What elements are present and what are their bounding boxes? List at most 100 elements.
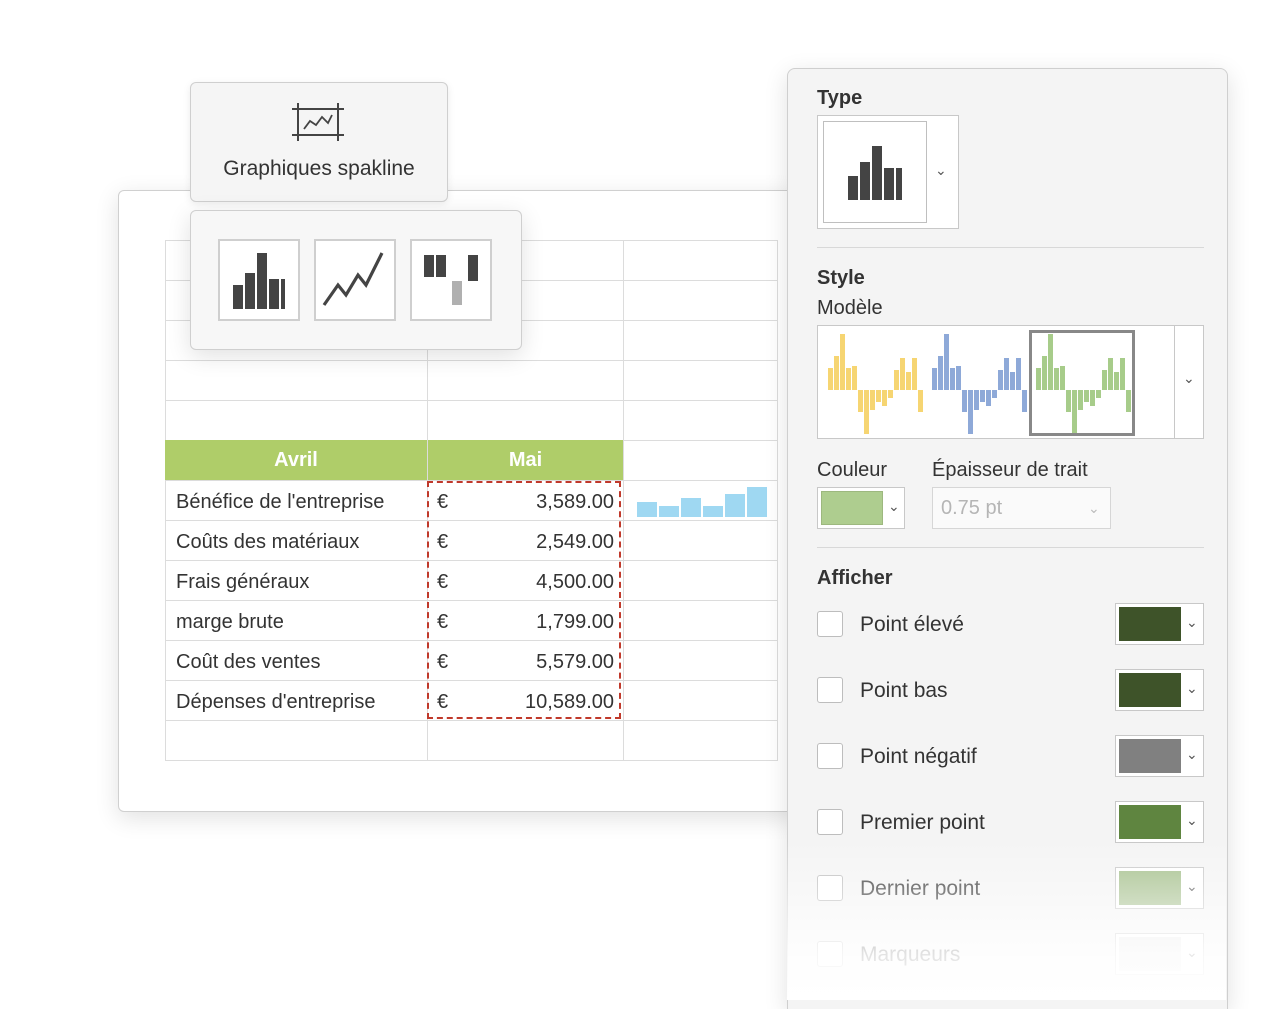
option-label: Point négatif <box>860 745 977 768</box>
template-bar <box>992 390 997 398</box>
template-bar <box>1054 368 1059 390</box>
color-picker[interactable]: ⌄ <box>817 487 905 529</box>
chevron-down-icon: ⌄ <box>935 162 947 178</box>
option-first-point: Premier point ⌄ <box>817 801 1204 845</box>
template-bar <box>938 356 943 390</box>
template-bar <box>846 368 851 390</box>
negative-point-checkbox[interactable] <box>817 743 843 769</box>
panel-fade-overlay <box>787 840 1226 1000</box>
high-point-color-picker[interactable]: ⌄ <box>1115 603 1204 645</box>
selected-template[interactable] <box>1029 330 1135 436</box>
template-bar <box>840 334 845 390</box>
template-bar <box>1060 366 1065 390</box>
currency-symbol: € <box>437 651 449 673</box>
amount-cell: 2,549.00 <box>536 531 614 553</box>
template-bar <box>858 390 863 412</box>
row-label: Coûts des matériaux <box>176 531 360 553</box>
template-bar <box>932 368 937 390</box>
sparkline-bar <box>725 494 745 517</box>
template-bar <box>998 370 1003 390</box>
template-bar <box>974 390 979 410</box>
amount-cell: 4,500.00 <box>536 571 614 593</box>
template-bar <box>1090 390 1095 406</box>
sparkline-bar <box>637 502 657 517</box>
template-bar <box>864 390 869 434</box>
sparkline-cell[interactable] <box>637 485 772 517</box>
template-bar <box>1072 390 1077 434</box>
template-label: Modèle <box>817 297 883 319</box>
option-high-point: Point élevé ⌄ <box>817 603 1204 647</box>
color-label: Couleur <box>817 459 888 481</box>
header-cell-may[interactable]: Mai <box>428 440 623 480</box>
template-bar <box>906 372 911 390</box>
style-section-title: Style <box>817 267 865 289</box>
chevron-down-icon: ⌄ <box>1186 812 1198 828</box>
currency-symbol: € <box>437 531 449 553</box>
template-bar <box>1066 390 1071 412</box>
row-label: Coût des ventes <box>176 651 321 673</box>
chevron-down-icon: ⌄ <box>888 498 900 514</box>
template-bar <box>1036 368 1041 390</box>
row-label: marge brute <box>176 611 284 633</box>
template-bar <box>980 390 985 402</box>
cell-selection-range[interactable] <box>427 481 621 719</box>
template-bar <box>1078 390 1083 410</box>
sparkline-ribbon-button[interactable]: Graphiques spakline <box>190 82 448 202</box>
line-type-button[interactable] <box>314 239 396 321</box>
sparkline-bar <box>681 498 701 517</box>
show-section-title: Afficher <box>817 567 893 589</box>
template-bar <box>828 368 833 390</box>
line-width-dropdown[interactable]: 0.75 pt ⌄ <box>932 487 1111 529</box>
sparkline-bar <box>747 487 767 517</box>
chevron-down-icon: ⌄ <box>1186 746 1198 762</box>
option-label: Point bas <box>860 679 948 702</box>
win-loss-type-button[interactable] <box>410 239 492 321</box>
template-bar <box>900 358 905 390</box>
sparkline-bar <box>659 506 679 517</box>
template-bar <box>1016 358 1021 390</box>
option-low-point: Point bas ⌄ <box>817 669 1204 713</box>
template-bar <box>870 390 875 410</box>
amount-cell: 5,579.00 <box>536 651 614 673</box>
currency-symbol: € <box>437 491 449 513</box>
template-bar <box>918 390 923 412</box>
ribbon-label: Graphiques spakline <box>223 157 415 180</box>
template-bar <box>1004 358 1009 390</box>
high-point-checkbox[interactable] <box>817 611 843 637</box>
template-bar <box>1042 356 1047 390</box>
template-bar <box>882 390 887 406</box>
first-point-color-picker[interactable]: ⌄ <box>1115 801 1204 843</box>
template-bar <box>1126 390 1131 412</box>
sparkline-icon <box>292 103 344 148</box>
template-bar <box>956 366 961 390</box>
chevron-down-icon: ⌄ <box>1088 500 1100 516</box>
template-bar <box>950 368 955 390</box>
column-type-button[interactable] <box>218 239 300 321</box>
low-point-checkbox[interactable] <box>817 677 843 703</box>
template-bar <box>986 390 991 406</box>
currency-symbol: € <box>437 611 449 633</box>
template-bar <box>888 390 893 398</box>
low-point-color-picker[interactable]: ⌄ <box>1115 669 1204 711</box>
template-bar <box>1120 358 1125 390</box>
template-bar <box>834 356 839 390</box>
header-cell-april[interactable]: Avril <box>165 440 427 480</box>
first-point-checkbox[interactable] <box>817 809 843 835</box>
template-bar <box>852 366 857 390</box>
row-label: Dépenses d'entreprise <box>176 691 376 713</box>
template-previews <box>828 334 1131 434</box>
amount-cell: 3,589.00 <box>536 491 614 513</box>
option-label: Point élevé <box>860 613 964 636</box>
template-bar <box>944 334 949 390</box>
line-width-value: 0.75 pt <box>941 497 1003 519</box>
type-dropdown[interactable]: ⌄ <box>817 115 959 229</box>
amount-cell: 10,589.00 <box>525 691 614 713</box>
column-chart-icon <box>824 146 926 226</box>
line-width-label: Épaisseur de trait <box>932 459 1088 481</box>
template-dropdown[interactable]: ⌄ <box>817 325 1204 439</box>
template-bar <box>1048 334 1053 390</box>
negative-point-color-picker[interactable]: ⌄ <box>1115 735 1204 777</box>
option-negative-point: Point négatif ⌄ <box>817 735 1204 779</box>
template-bar <box>876 390 881 402</box>
row-label: Frais généraux <box>176 571 310 593</box>
